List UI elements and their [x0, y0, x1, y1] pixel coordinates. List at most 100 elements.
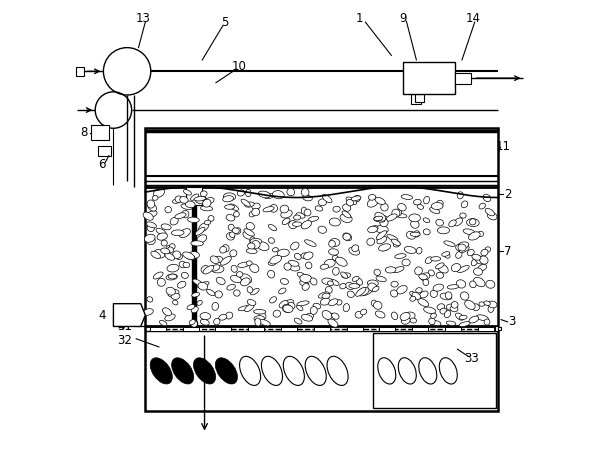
Ellipse shape [166, 287, 175, 295]
Ellipse shape [146, 222, 157, 228]
Ellipse shape [284, 300, 294, 308]
Ellipse shape [148, 203, 157, 211]
Ellipse shape [290, 242, 299, 250]
Ellipse shape [183, 262, 190, 268]
Ellipse shape [436, 263, 444, 269]
Ellipse shape [325, 286, 332, 293]
Ellipse shape [424, 229, 430, 235]
Ellipse shape [171, 293, 180, 299]
Ellipse shape [185, 201, 195, 208]
Ellipse shape [391, 239, 401, 245]
Ellipse shape [324, 259, 335, 267]
Ellipse shape [333, 206, 340, 212]
Ellipse shape [151, 251, 160, 259]
Ellipse shape [429, 318, 435, 325]
Ellipse shape [289, 221, 297, 228]
Ellipse shape [385, 267, 396, 273]
Ellipse shape [488, 305, 494, 313]
Ellipse shape [301, 221, 312, 229]
Ellipse shape [296, 213, 305, 218]
Ellipse shape [457, 192, 463, 199]
Ellipse shape [444, 253, 450, 258]
Ellipse shape [287, 188, 295, 196]
Ellipse shape [392, 209, 400, 217]
Text: 33: 33 [463, 352, 479, 365]
Ellipse shape [280, 205, 289, 213]
Ellipse shape [346, 197, 356, 205]
Ellipse shape [172, 300, 178, 305]
Ellipse shape [327, 356, 348, 385]
Ellipse shape [442, 252, 450, 256]
Ellipse shape [423, 218, 430, 223]
Ellipse shape [283, 356, 304, 385]
Ellipse shape [401, 317, 410, 324]
Ellipse shape [340, 283, 346, 289]
Ellipse shape [229, 232, 235, 238]
Ellipse shape [163, 308, 171, 316]
Ellipse shape [375, 213, 385, 221]
Ellipse shape [327, 281, 333, 286]
Ellipse shape [211, 265, 220, 271]
Ellipse shape [189, 252, 200, 259]
Ellipse shape [484, 301, 490, 305]
Ellipse shape [169, 244, 175, 250]
Ellipse shape [456, 313, 464, 320]
Ellipse shape [376, 231, 387, 239]
Bar [347, 327, 362, 330]
Ellipse shape [283, 304, 292, 313]
Ellipse shape [333, 267, 339, 275]
Ellipse shape [210, 256, 219, 264]
Ellipse shape [201, 266, 209, 273]
Text: 8: 8 [80, 126, 88, 139]
Ellipse shape [290, 265, 300, 271]
Ellipse shape [143, 308, 153, 315]
Ellipse shape [252, 203, 260, 209]
Ellipse shape [304, 252, 313, 260]
Ellipse shape [358, 287, 369, 296]
Bar [499, 327, 501, 329]
Ellipse shape [166, 245, 172, 252]
Ellipse shape [386, 214, 397, 221]
Ellipse shape [215, 291, 223, 298]
Ellipse shape [219, 314, 227, 320]
Bar [495, 326, 499, 330]
Bar [186, 186, 202, 205]
Ellipse shape [247, 243, 255, 249]
Ellipse shape [259, 312, 266, 320]
Ellipse shape [407, 231, 416, 239]
Ellipse shape [342, 273, 351, 278]
Ellipse shape [459, 315, 467, 319]
Ellipse shape [201, 197, 206, 201]
Ellipse shape [143, 212, 153, 220]
Ellipse shape [318, 292, 329, 298]
Ellipse shape [431, 320, 441, 325]
Text: 41: 41 [117, 320, 132, 333]
Ellipse shape [160, 320, 167, 326]
Ellipse shape [182, 272, 188, 278]
Ellipse shape [457, 266, 469, 272]
Ellipse shape [458, 244, 466, 251]
Ellipse shape [332, 313, 339, 319]
Ellipse shape [472, 254, 481, 260]
Ellipse shape [229, 204, 238, 211]
Ellipse shape [227, 284, 235, 290]
Ellipse shape [353, 195, 361, 202]
Ellipse shape [437, 304, 445, 310]
Ellipse shape [231, 276, 241, 283]
Ellipse shape [223, 196, 234, 202]
Ellipse shape [361, 309, 367, 315]
Ellipse shape [454, 218, 463, 226]
Ellipse shape [249, 211, 255, 217]
Ellipse shape [154, 250, 165, 258]
Ellipse shape [362, 289, 372, 295]
Ellipse shape [322, 278, 333, 284]
Ellipse shape [154, 188, 165, 197]
Ellipse shape [469, 219, 476, 225]
Ellipse shape [299, 281, 309, 286]
Ellipse shape [367, 280, 378, 287]
Bar [416, 94, 424, 102]
Ellipse shape [301, 207, 307, 215]
Ellipse shape [288, 260, 299, 266]
Ellipse shape [394, 254, 406, 259]
Ellipse shape [413, 199, 421, 205]
